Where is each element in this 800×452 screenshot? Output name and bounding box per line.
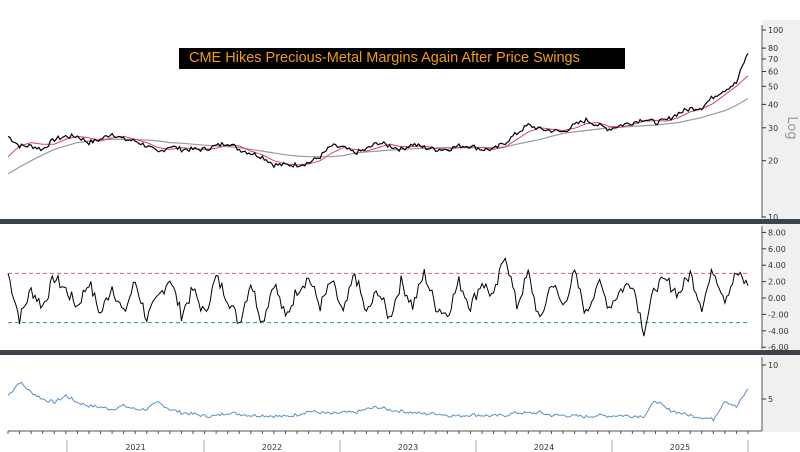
fast-moving-average-line bbox=[7, 75, 749, 166]
price-tick-label: 60 bbox=[768, 67, 778, 76]
oscillator-tick-label: 4.00 bbox=[768, 261, 786, 270]
volatility-tick-label: 10 bbox=[768, 361, 778, 370]
oscillator-tick-label: 6.00 bbox=[768, 245, 786, 254]
price-tick-label: 20 bbox=[768, 157, 778, 166]
year-label: 2025 bbox=[670, 443, 690, 452]
year-label: 2022 bbox=[262, 443, 282, 452]
price-tick-label: 10 bbox=[768, 213, 778, 222]
volatility-line bbox=[7, 381, 749, 422]
price-line bbox=[7, 53, 749, 169]
log-scale-label: Log bbox=[784, 116, 799, 139]
oscillator-tick-label: 0.00 bbox=[768, 294, 786, 303]
axis-background bbox=[762, 20, 800, 432]
oscillator-tick-label: 8.00 bbox=[768, 228, 786, 237]
chart-title: CME Hikes Precious-Metal Margins Again A… bbox=[179, 48, 625, 69]
oscillator-tick-label: 2.00 bbox=[768, 278, 786, 287]
price-tick-label: 100 bbox=[768, 26, 783, 35]
price-tick-label: 30 bbox=[768, 124, 778, 133]
slow-moving-average-line bbox=[7, 97, 749, 175]
oscillator-tick-label: -4.00 bbox=[768, 327, 789, 336]
year-label: 2023 bbox=[398, 443, 418, 452]
price-tick-label: 40 bbox=[768, 100, 778, 109]
year-label: 2024 bbox=[534, 443, 554, 452]
price-tick-label: 50 bbox=[768, 82, 778, 91]
volatility-tick-label: 5 bbox=[768, 395, 773, 404]
price-tick-label: 80 bbox=[768, 44, 778, 53]
oscillator-tick-label: -6.00 bbox=[768, 343, 789, 352]
price-tick-label: 70 bbox=[768, 55, 778, 64]
oscillator-tick-label: -2.00 bbox=[768, 310, 789, 319]
year-label: 2021 bbox=[125, 443, 145, 452]
panel-separator bbox=[0, 350, 800, 355]
oscillator-line bbox=[7, 256, 749, 337]
panel-separator bbox=[0, 219, 800, 224]
